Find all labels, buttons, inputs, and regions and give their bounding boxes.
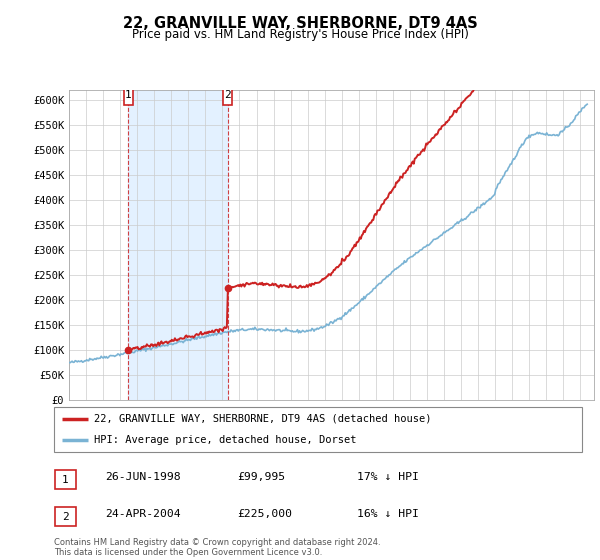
Bar — [128, 90, 227, 400]
FancyBboxPatch shape — [54, 407, 582, 452]
Text: 1: 1 — [62, 475, 69, 485]
Text: 16% ↓ HPI: 16% ↓ HPI — [357, 509, 419, 519]
FancyBboxPatch shape — [223, 86, 232, 105]
Text: 24-APR-2004: 24-APR-2004 — [105, 509, 181, 519]
Text: 22, GRANVILLE WAY, SHERBORNE, DT9 4AS: 22, GRANVILLE WAY, SHERBORNE, DT9 4AS — [122, 16, 478, 31]
Text: Contains HM Land Registry data © Crown copyright and database right 2024.
This d: Contains HM Land Registry data © Crown c… — [54, 538, 380, 557]
Text: 26-JUN-1998: 26-JUN-1998 — [105, 472, 181, 482]
Text: 1: 1 — [125, 90, 132, 100]
Text: £99,995: £99,995 — [237, 472, 285, 482]
Text: £225,000: £225,000 — [237, 509, 292, 519]
FancyBboxPatch shape — [55, 507, 76, 526]
Text: 2: 2 — [224, 90, 231, 100]
Text: 22, GRANVILLE WAY, SHERBORNE, DT9 4AS (detached house): 22, GRANVILLE WAY, SHERBORNE, DT9 4AS (d… — [94, 414, 431, 424]
Text: 17% ↓ HPI: 17% ↓ HPI — [357, 472, 419, 482]
Text: Price paid vs. HM Land Registry's House Price Index (HPI): Price paid vs. HM Land Registry's House … — [131, 28, 469, 41]
Text: HPI: Average price, detached house, Dorset: HPI: Average price, detached house, Dors… — [94, 435, 356, 445]
FancyBboxPatch shape — [124, 86, 133, 105]
FancyBboxPatch shape — [55, 470, 76, 489]
Text: 2: 2 — [62, 512, 69, 522]
